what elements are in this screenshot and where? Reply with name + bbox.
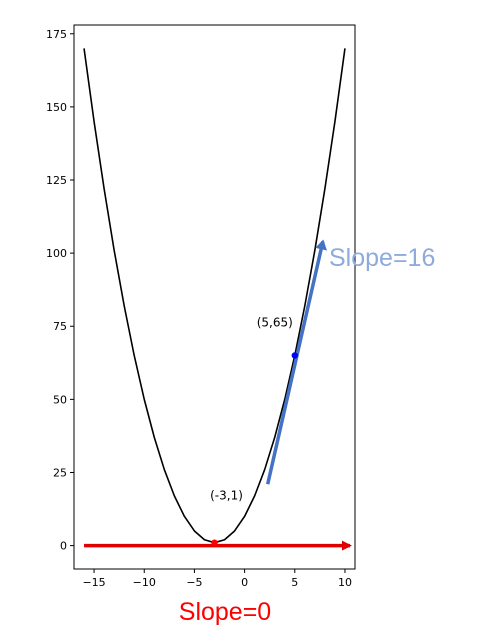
plot-frame [73,24,356,570]
point-marker [291,352,298,359]
y-tick-label: 125 [46,174,67,187]
x-tick-label: −5 [186,576,202,589]
point-label-min: (-3,1) [210,489,243,503]
x-tick-label: 0 [241,576,248,589]
y-tick-label: 0 [60,540,67,553]
x-tick-label: 10 [338,576,352,589]
point-label-tangent: (5,65) [257,315,293,329]
y-tick-label: 175 [46,28,67,41]
y-tick-label: 100 [46,247,67,260]
tangent-arrow-slope-16 [265,239,327,485]
slope-label-zero: Slope=0 [179,598,271,626]
x-tick-label: 5 [291,576,298,589]
parabola-curve [83,48,346,544]
y-tick-label: 25 [53,466,67,479]
y-tick-label: 150 [46,101,67,114]
x-tick-label: −10 [133,576,156,589]
x-tick-label: −15 [82,576,105,589]
point-marker [211,539,218,546]
y-tick-label: 75 [53,320,67,333]
slope-label-sixteen: Slope=16 [329,244,435,272]
y-tick-label: 50 [53,393,67,406]
